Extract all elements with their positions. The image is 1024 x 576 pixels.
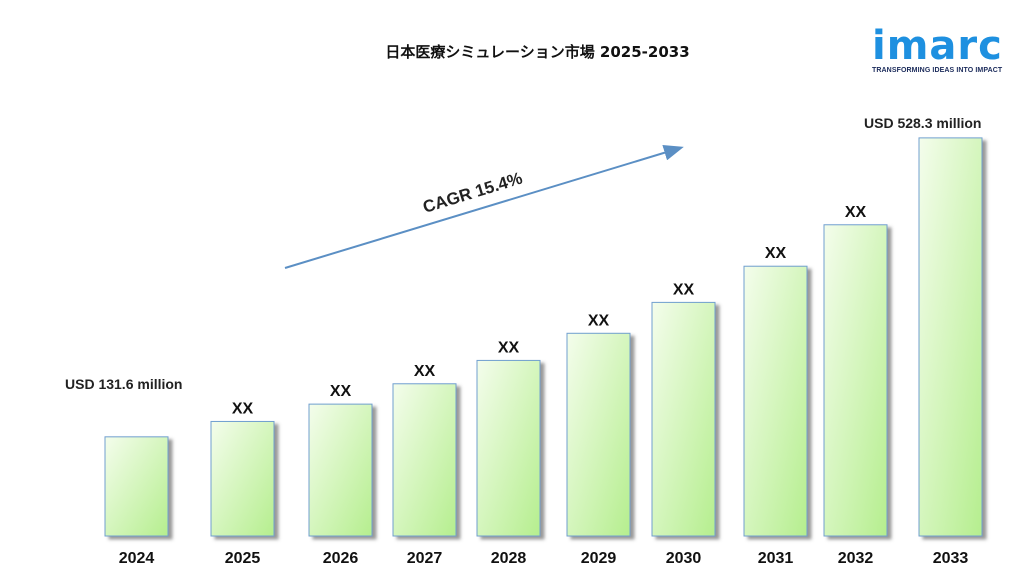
bar-2026 (308, 403, 373, 537)
chart-title: 日本医療シミュレーション市場 2025-2033 (385, 43, 690, 61)
bar-value-label: XX (673, 281, 695, 298)
bar-value-label: XX (498, 339, 520, 356)
x-tick-label: 2024 (119, 550, 155, 567)
start-value-label: USD 131.6 million (65, 376, 182, 392)
bar-2032 (823, 224, 888, 537)
end-value-label: USD 528.3 million (864, 115, 981, 131)
bar-value-label: XX (232, 400, 254, 417)
cagr-label: CAGR 15.4% (421, 169, 525, 217)
logo-tagline: TRANSFORMING IDEAS INTO IMPACT (872, 67, 1003, 74)
cagr-arrow (284, 144, 684, 269)
x-tick-label: 2025 (225, 550, 261, 567)
x-tick-label: 2027 (407, 550, 443, 567)
bar-2030 (651, 301, 716, 537)
bar-2025 (210, 420, 275, 537)
imarc-logo: imarc TRANSFORMING IDEAS INTO IMPACT (872, 12, 1012, 82)
bar-value-label: XX (588, 312, 610, 329)
logo-wordmark: imarc (872, 23, 1003, 69)
x-tick-label: 2032 (838, 550, 874, 567)
bar-2029 (566, 332, 631, 537)
bar-value-label: XX (845, 204, 867, 221)
bar-value-label: XX (765, 245, 787, 262)
x-tick-label: 2029 (581, 550, 617, 567)
bar-2028 (476, 359, 541, 537)
bar-2027 (392, 383, 457, 537)
bar-value-label: XX (330, 383, 352, 400)
x-tick-label: 2028 (491, 550, 527, 567)
x-tick-label: 2026 (323, 550, 359, 567)
bar-2024 (104, 436, 169, 537)
x-tick-label: 2033 (933, 550, 969, 567)
bar-2033 (918, 137, 983, 537)
x-tick-label: 2030 (666, 550, 702, 567)
bar-2031 (743, 265, 808, 537)
bar-value-label: XX (414, 363, 436, 380)
x-tick-label: 2031 (758, 550, 794, 567)
